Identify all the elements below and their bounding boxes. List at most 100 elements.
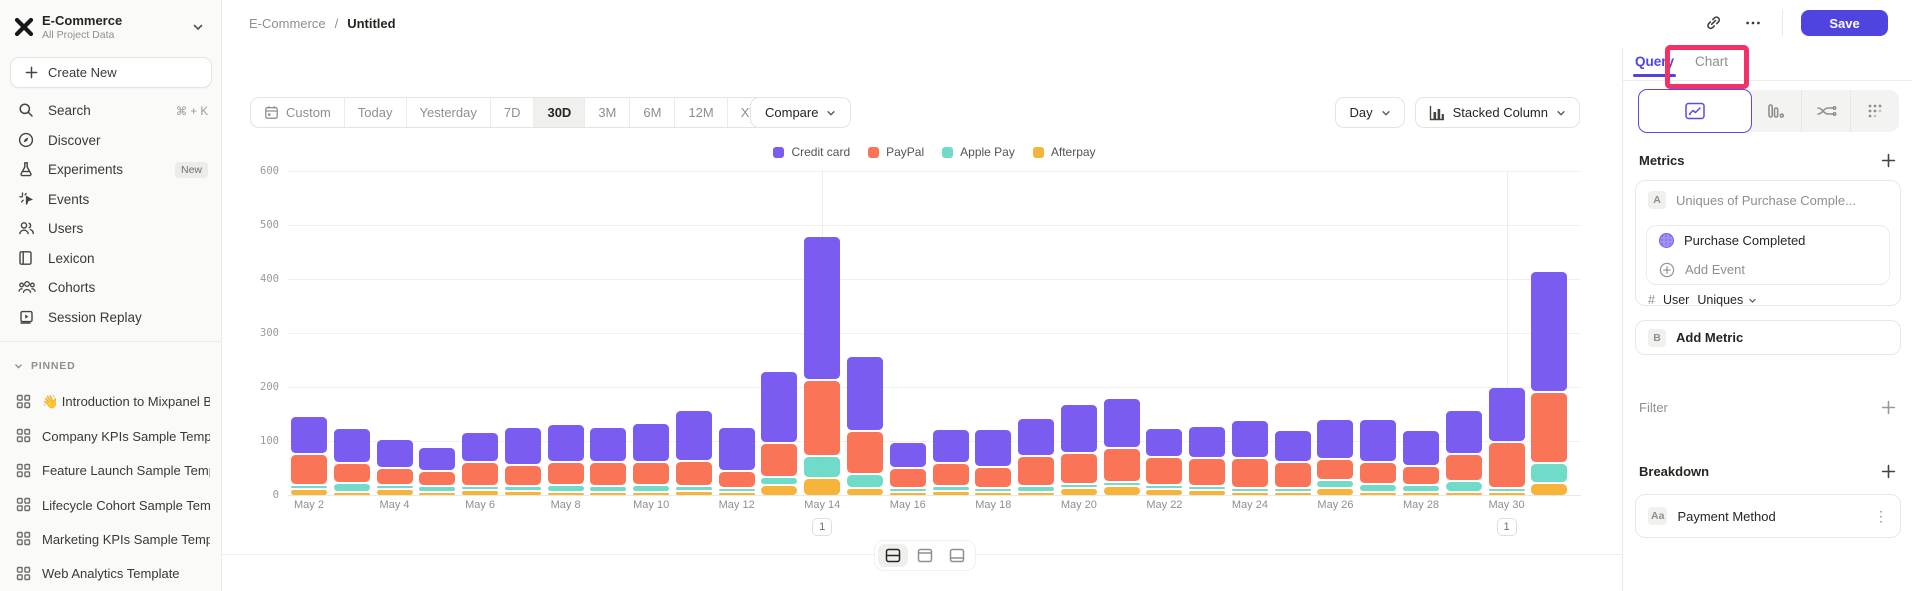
bar-may-31[interactable] (1531, 272, 1568, 495)
pinned-board-item[interactable]: 👋 Introduction to Mixpanel Bo (0, 385, 222, 419)
bar-may-11[interactable] (675, 411, 712, 495)
bar-segment-afterpay[interactable] (504, 491, 541, 495)
bar-segment-credit-card[interactable] (291, 416, 327, 453)
bar-segment-paypal[interactable] (889, 469, 926, 487)
bar-segment-afterpay[interactable] (761, 485, 798, 495)
pinned-board-item[interactable]: Marketing KPIs Sample Templat (0, 522, 222, 556)
date-range-6m[interactable]: 6M (630, 98, 676, 127)
bar-may-7[interactable] (504, 427, 541, 495)
bar-segment-afterpay[interactable] (376, 489, 413, 495)
date-range-custom[interactable]: Custom (251, 98, 345, 127)
bar-segment-credit-card[interactable] (504, 427, 541, 465)
bar-segment-credit-card[interactable] (376, 440, 413, 468)
bar-segment-apple-pay[interactable] (333, 484, 370, 491)
bar-segment-credit-card[interactable] (847, 357, 883, 431)
bar-may-10[interactable] (633, 423, 670, 495)
bar-segment-afterpay[interactable] (675, 491, 712, 495)
bar-segment-paypal[interactable] (1488, 442, 1525, 487)
bar-may-20[interactable] (1060, 405, 1097, 495)
bar-segment-credit-card[interactable] (633, 423, 670, 461)
bar-segment-paypal[interactable] (1445, 455, 1482, 480)
bar-segment-afterpay[interactable] (1445, 492, 1482, 495)
bar-segment-paypal[interactable] (633, 462, 670, 484)
annotation-badge[interactable]: 1 (1496, 518, 1517, 536)
bar-segment-apple-pay[interactable] (291, 485, 327, 488)
bar-segment-credit-card[interactable] (1317, 419, 1354, 458)
bar-segment-credit-card[interactable] (1488, 388, 1525, 441)
legend-item-afterpay[interactable]: Afterpay (1032, 145, 1096, 159)
add-filter-plus-icon[interactable] (1881, 400, 1896, 415)
annotation-badge[interactable]: 1 (812, 518, 833, 536)
date-range-today[interactable]: Today (345, 98, 407, 127)
bar-segment-credit-card[interactable] (333, 428, 370, 462)
bar-segment-apple-pay[interactable] (889, 488, 926, 491)
bar-segment-credit-card[interactable] (1231, 421, 1268, 457)
sidebar-item-lexicon[interactable]: Lexicon (0, 244, 222, 274)
legend-item-apple-pay[interactable]: Apple Pay (942, 145, 1015, 159)
bar-segment-paypal[interactable] (1274, 463, 1311, 487)
date-range-30d[interactable]: 30D (534, 98, 586, 127)
kebab-menu-icon[interactable]: ⋮ (1874, 507, 1888, 524)
bar-segment-apple-pay[interactable] (1403, 485, 1440, 491)
create-new-button[interactable]: Create New (10, 57, 212, 88)
tab-chart[interactable]: Chart (1695, 54, 1729, 69)
bar-may-21[interactable] (1103, 398, 1140, 495)
bar-segment-apple-pay[interactable] (1146, 485, 1183, 488)
bar-segment-apple-pay[interactable] (462, 486, 499, 489)
bar-segment-credit-card[interactable] (1403, 431, 1440, 466)
bar-segment-paypal[interactable] (333, 463, 370, 483)
bar-segment-credit-card[interactable] (1360, 419, 1397, 461)
bar-segment-apple-pay[interactable] (590, 486, 627, 491)
bar-segment-paypal[interactable] (1146, 457, 1183, 484)
bar-segment-apple-pay[interactable] (1189, 486, 1226, 489)
chart-type-dropdown[interactable]: Stacked Column (1414, 97, 1580, 128)
bar-segment-credit-card[interactable] (462, 433, 499, 462)
bar-segment-afterpay[interactable] (975, 493, 1012, 495)
bar-segment-credit-card[interactable] (547, 424, 584, 461)
bar-segment-apple-pay[interactable] (504, 486, 541, 490)
bar-segment-paypal[interactable] (804, 380, 841, 456)
add-breakdown-plus-icon[interactable] (1881, 464, 1896, 479)
bar-segment-afterpay[interactable] (333, 493, 370, 495)
bar-may-4[interactable] (376, 440, 413, 495)
bar-may-16[interactable] (889, 443, 926, 495)
bar-may-17[interactable] (932, 429, 969, 495)
pinned-board-item[interactable]: Lifecycle Cohort Sample Temp (0, 488, 222, 522)
bar-segment-credit-card[interactable] (590, 428, 627, 461)
bar-segment-credit-card[interactable] (1274, 431, 1311, 462)
bar-segment-afterpay[interactable] (419, 492, 456, 495)
tab-query[interactable]: Query (1632, 54, 1677, 77)
bar-segment-apple-pay[interactable] (975, 488, 1012, 491)
bar-may-24[interactable] (1231, 421, 1268, 495)
bar-may-19[interactable] (1018, 419, 1055, 495)
bar-segment-paypal[interactable] (291, 454, 327, 484)
bar-segment-afterpay[interactable] (590, 493, 627, 495)
bar-segment-afterpay[interactable] (1274, 493, 1311, 495)
bar-segment-afterpay[interactable] (718, 493, 755, 495)
layout-split-button[interactable] (878, 544, 908, 567)
sidebar-item-cohorts[interactable]: Cohorts (0, 273, 222, 303)
date-range-7d[interactable]: 7D (491, 98, 535, 127)
bar-segment-credit-card[interactable] (1060, 405, 1097, 453)
bar-segment-apple-pay[interactable] (633, 485, 670, 491)
bar-segment-credit-card[interactable] (932, 429, 969, 463)
bar-segment-apple-pay[interactable] (1531, 464, 1568, 482)
bar-may-25[interactable] (1274, 431, 1311, 495)
bar-segment-afterpay[interactable] (1189, 490, 1226, 495)
copy-link-icon[interactable] (1702, 12, 1724, 34)
bar-segment-paypal[interactable] (675, 462, 712, 486)
bar-segment-paypal[interactable] (1531, 392, 1568, 463)
bar-segment-paypal[interactable] (975, 467, 1012, 487)
bar-may-28[interactable] (1403, 431, 1440, 495)
bar-segment-paypal[interactable] (1018, 456, 1055, 486)
sidebar-item-users[interactable]: Users (0, 214, 222, 244)
bar-may-3[interactable] (333, 428, 370, 495)
bar-segment-paypal[interactable] (932, 464, 969, 486)
bar-segment-afterpay[interactable] (1018, 492, 1055, 495)
bar-may-26[interactable] (1317, 419, 1354, 495)
bar-may-14[interactable] (804, 237, 841, 495)
sidebar-item-discover[interactable]: Discover (0, 126, 222, 156)
bar-segment-apple-pay[interactable] (718, 489, 755, 491)
bar-segment-afterpay[interactable] (1317, 489, 1354, 495)
aggregation-row[interactable]: # User Uniques (1636, 285, 1900, 315)
